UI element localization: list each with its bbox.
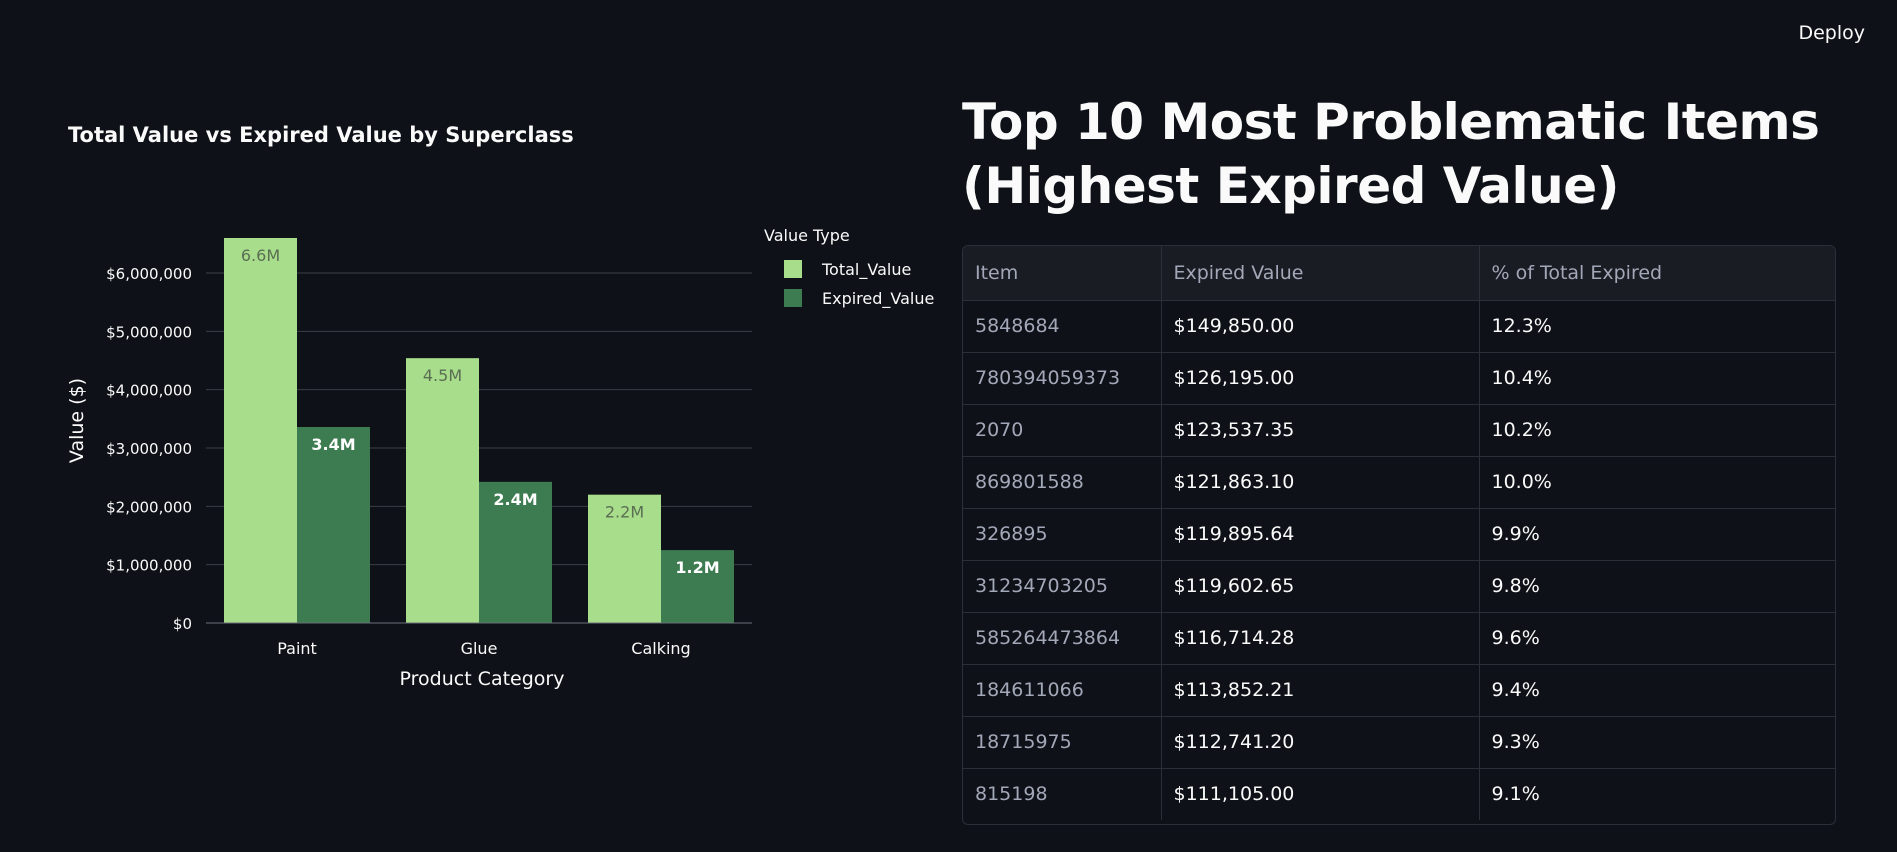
bar-expired-value <box>297 427 370 623</box>
cell-expired-value[interactable]: $116,714.28 <box>1161 612 1480 665</box>
bar-total-value <box>224 238 297 623</box>
table-row: 780394059373 $126,195.00 10.4% <box>963 352 1835 405</box>
y-tick-label: $3,000,000 <box>106 440 192 458</box>
y-tick-label: $1,000,000 <box>106 557 192 575</box>
cell-pct-total-expired[interactable]: 9.9% <box>1479 508 1835 561</box>
cell-item[interactable]: 815198 <box>963 768 1162 820</box>
bar-data-label: 3.4M <box>311 435 355 454</box>
cell-pct-total-expired[interactable]: 9.6% <box>1479 612 1835 665</box>
table-row: 31234703205 $119,602.65 9.8% <box>963 560 1835 613</box>
cell-pct-total-expired[interactable]: 10.2% <box>1479 404 1835 457</box>
bar-chart: Total Value vs Expired Value by Supercla… <box>0 100 950 740</box>
y-tick-label: $2,000,000 <box>106 498 192 516</box>
table-row: 2070 $123,537.35 10.2% <box>963 404 1835 457</box>
legend-label: Expired_Value <box>822 289 934 309</box>
cell-item[interactable]: 585264473864 <box>963 612 1162 665</box>
bar-total-value <box>406 358 479 623</box>
x-axis-title: Product Category <box>400 668 565 690</box>
data-table[interactable]: Item Expired Value % of Total Expired 58… <box>962 245 1836 825</box>
y-tick-label: $5,000,000 <box>106 323 192 341</box>
cell-item[interactable]: 18715975 <box>963 716 1162 769</box>
column-header-pct-total-expired[interactable]: % of Total Expired <box>1479 246 1835 301</box>
cell-expired-value[interactable]: $111,105.00 <box>1161 768 1480 820</box>
cell-expired-value[interactable]: $126,195.00 <box>1161 352 1480 405</box>
cell-expired-value[interactable]: $123,537.35 <box>1161 404 1480 457</box>
cell-item[interactable]: 5848684 <box>963 300 1162 353</box>
bar-expired-value <box>661 550 734 623</box>
y-tick-label: $0 <box>173 615 192 633</box>
cell-item[interactable]: 326895 <box>963 508 1162 561</box>
cell-pct-total-expired[interactable]: 9.3% <box>1479 716 1835 769</box>
bar-data-label: 2.2M <box>605 503 644 522</box>
table-title: Top 10 Most Problematic Items (Highest E… <box>962 93 1820 215</box>
bar-total-value <box>588 494 661 623</box>
cell-pct-total-expired[interactable]: 10.0% <box>1479 456 1835 509</box>
top-toolbar: Deploy <box>0 0 1897 68</box>
table-row: 585264473864 $116,714.28 9.6% <box>963 612 1835 665</box>
x-tick-label: Glue <box>461 639 498 658</box>
cell-expired-value[interactable]: $119,602.65 <box>1161 560 1480 613</box>
table-header-row: Item Expired Value % of Total Expired <box>963 246 1835 301</box>
deploy-button[interactable]: Deploy <box>1794 20 1869 46</box>
y-axis-title: Value ($) <box>66 378 88 463</box>
x-tick-label: Paint <box>277 639 317 658</box>
table-row: 184611066 $113,852.21 9.4% <box>963 664 1835 717</box>
table-row: 869801588 $121,863.10 10.0% <box>963 456 1835 509</box>
legend-label: Total_Value <box>821 260 911 280</box>
table-row: 18715975 $112,741.20 9.3% <box>963 716 1835 769</box>
column-header-expired-value[interactable]: Expired Value <box>1161 246 1480 301</box>
bar-data-label: 6.6M <box>241 246 280 265</box>
y-tick-label: $6,000,000 <box>106 265 192 283</box>
cell-pct-total-expired[interactable]: 9.8% <box>1479 560 1835 613</box>
cell-expired-value[interactable]: $113,852.21 <box>1161 664 1480 717</box>
cell-expired-value[interactable]: $119,895.64 <box>1161 508 1480 561</box>
cell-pct-total-expired[interactable]: 9.4% <box>1479 664 1835 717</box>
legend-swatch <box>784 260 802 278</box>
cell-expired-value[interactable]: $121,863.10 <box>1161 456 1480 509</box>
bar-data-label: 4.5M <box>423 366 462 385</box>
cell-item[interactable]: 2070 <box>963 404 1162 457</box>
table-row: 326895 $119,895.64 9.9% <box>963 508 1835 561</box>
cell-pct-total-expired[interactable]: 12.3% <box>1479 300 1835 353</box>
y-tick-label: $4,000,000 <box>106 382 192 400</box>
bar-expired-value <box>479 481 552 623</box>
cell-pct-total-expired[interactable]: 9.1% <box>1491 783 1540 806</box>
bar-chart-svg: Total Value vs Expired Value by Supercla… <box>66 123 934 690</box>
column-header-item[interactable]: Item <box>963 246 1162 301</box>
x-tick-label: Calking <box>631 639 690 658</box>
cell-pct-total-expired[interactable]: 10.4% <box>1479 352 1835 405</box>
legend-title: Value Type <box>764 226 850 245</box>
cell-item[interactable]: 869801588 <box>963 456 1162 509</box>
cell-expired-value[interactable]: $149,850.00 <box>1161 300 1480 353</box>
legend-swatch <box>784 289 802 307</box>
table-row: 815198 $111,105.00 9.1% <box>963 768 1835 820</box>
table-row: 5848684 $149,850.00 12.3% <box>963 300 1835 353</box>
chart-title: Total Value vs Expired Value by Supercla… <box>68 123 574 147</box>
cell-expired-value[interactable]: $112,741.20 <box>1161 716 1480 769</box>
cell-item[interactable]: 780394059373 <box>963 352 1162 405</box>
cell-item[interactable]: 184611066 <box>963 664 1162 717</box>
bar-data-label: 1.2M <box>675 558 719 577</box>
bar-data-label: 2.4M <box>493 490 537 509</box>
cell-item[interactable]: 31234703205 <box>963 560 1162 613</box>
